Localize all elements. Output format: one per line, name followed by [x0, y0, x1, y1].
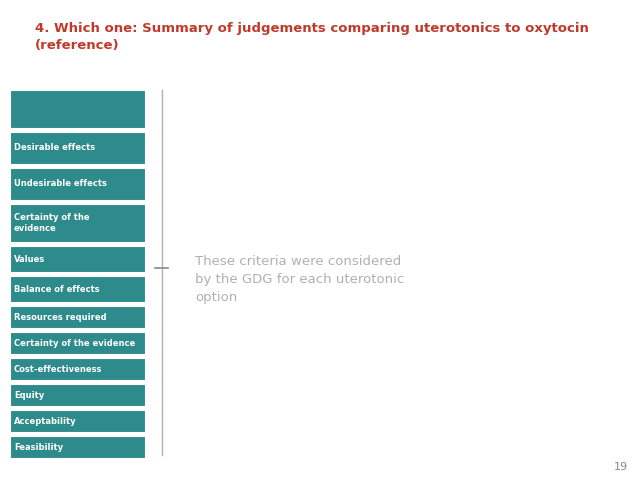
Bar — [10, 332, 145, 354]
Bar — [10, 204, 145, 242]
Bar — [10, 306, 145, 328]
Text: Certainty of the evidence: Certainty of the evidence — [14, 338, 135, 348]
Text: Certainty of the
evidence: Certainty of the evidence — [14, 213, 90, 233]
Bar — [10, 132, 145, 164]
Text: Acceptability: Acceptability — [14, 417, 77, 425]
Text: Values: Values — [14, 254, 45, 264]
Bar — [10, 90, 145, 128]
Text: 4. Which one: Summary of judgements comparing uterotonics to oxytocin
(reference: 4. Which one: Summary of judgements comp… — [35, 22, 589, 52]
Bar — [10, 168, 145, 200]
Bar — [10, 410, 145, 432]
Bar — [10, 358, 145, 380]
Bar — [10, 436, 145, 458]
Text: Resources required: Resources required — [14, 312, 107, 322]
Text: Cost-effectiveness: Cost-effectiveness — [14, 364, 102, 373]
Text: Feasibility: Feasibility — [14, 443, 63, 452]
Text: Balance of effects: Balance of effects — [14, 285, 100, 293]
Bar — [10, 384, 145, 406]
Bar — [10, 276, 145, 302]
Text: Desirable effects: Desirable effects — [14, 144, 95, 153]
Text: Undesirable effects: Undesirable effects — [14, 180, 107, 189]
Text: 19: 19 — [614, 462, 628, 472]
Text: Equity: Equity — [14, 391, 44, 399]
Bar — [10, 246, 145, 272]
Text: These criteria were considered
by the GDG for each uterotonic
option: These criteria were considered by the GD… — [195, 255, 404, 304]
